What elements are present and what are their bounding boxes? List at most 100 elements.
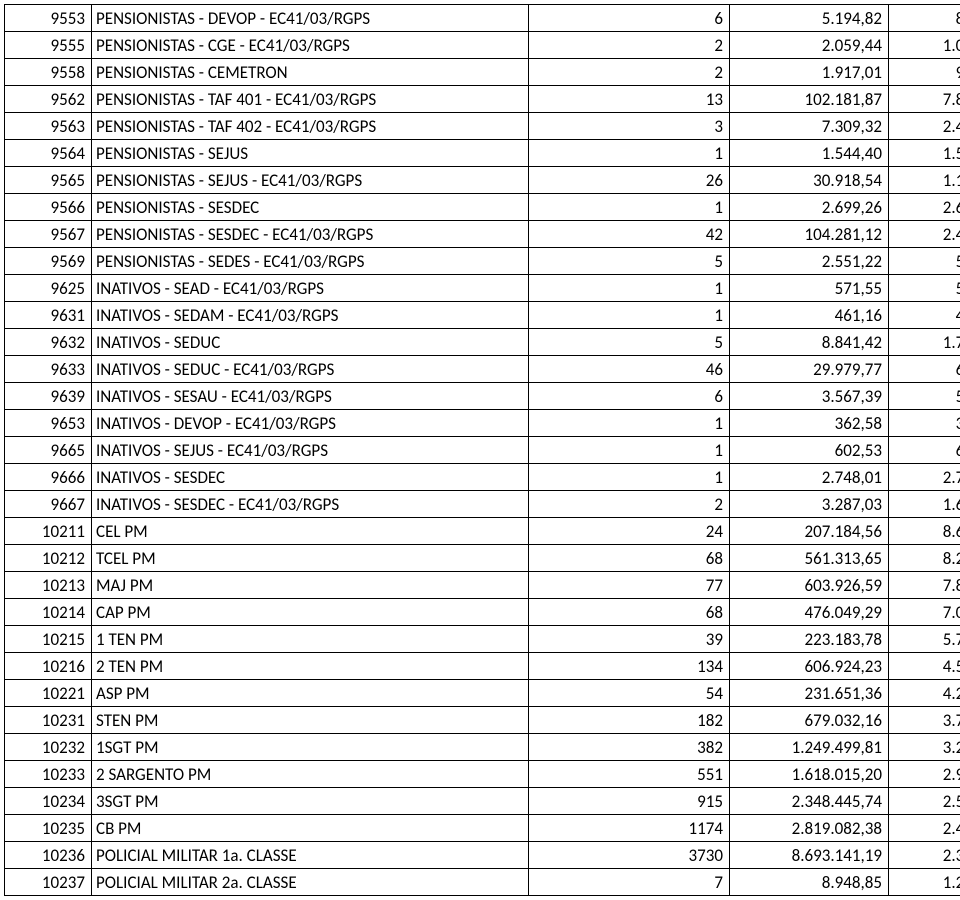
cell-quantity: 39 bbox=[529, 626, 730, 653]
cell-value-avg: 5.722,66 bbox=[889, 626, 960, 653]
cell-quantity: 26 bbox=[529, 167, 730, 194]
cell-quantity: 382 bbox=[529, 734, 730, 761]
cell-value-total: 2.748,01 bbox=[730, 464, 889, 491]
cell-value-avg: 2.936,51 bbox=[889, 761, 960, 788]
cell-value-total: 362,58 bbox=[730, 410, 889, 437]
cell-value-avg: 4.529,29 bbox=[889, 653, 960, 680]
cell-description: MAJ PM bbox=[92, 572, 529, 599]
cell-value-total: 8.841,42 bbox=[730, 329, 889, 356]
cell-code: 10234 bbox=[5, 788, 92, 815]
cell-value-total: 29.979,77 bbox=[730, 356, 889, 383]
cell-description: POLICIAL MILITAR 1a. CLASSE bbox=[92, 842, 529, 869]
cell-value-total: 1.917,01 bbox=[730, 59, 889, 86]
cell-code: 10211 bbox=[5, 518, 92, 545]
cell-value-total: 602,53 bbox=[730, 437, 889, 464]
cell-description: PENSIONISTAS - SEDES - EC41/03/RGPS bbox=[92, 248, 529, 275]
cell-value-total: 603.926,59 bbox=[730, 572, 889, 599]
table-row: 9639INATIVOS - SESAU - EC41/03/RGPS63.56… bbox=[5, 383, 960, 410]
cell-value-total: 7.309,32 bbox=[730, 113, 889, 140]
cell-value-total: 231.651,36 bbox=[730, 680, 889, 707]
table-row: 9667INATIVOS - SESDEC - EC41/03/RGPS23.2… bbox=[5, 491, 960, 518]
cell-code: 9633 bbox=[5, 356, 92, 383]
cell-value-total: 461,16 bbox=[730, 302, 889, 329]
cell-code: 9569 bbox=[5, 248, 92, 275]
cell-code: 10236 bbox=[5, 842, 92, 869]
cell-description: PENSIONISTAS - TAF 402 - EC41/03/RGPS bbox=[92, 113, 529, 140]
cell-quantity: 77 bbox=[529, 572, 730, 599]
table-row: 9653INATIVOS - DEVOP - EC41/03/RGPS1362,… bbox=[5, 410, 960, 437]
cell-value-avg: 4.289,84 bbox=[889, 680, 960, 707]
table-row: 9633INATIVOS - SEDUC - EC41/03/RGPS4629.… bbox=[5, 356, 960, 383]
cell-description: 2 SARGENTO PM bbox=[92, 761, 529, 788]
cell-value-avg: 362,58 bbox=[889, 410, 960, 437]
table-row: 9564PENSIONISTAS - SEJUS11.544,401.544,4… bbox=[5, 140, 960, 167]
cell-value-avg: 2.566,61 bbox=[889, 788, 960, 815]
cell-description: INATIVOS - SEAD - EC41/03/RGPS bbox=[92, 275, 529, 302]
table-row: 102343SGT PM9152.348.445,742.566,61 bbox=[5, 788, 960, 815]
cell-value-avg: 3.270,94 bbox=[889, 734, 960, 761]
cell-code: 10237 bbox=[5, 869, 92, 896]
cell-value-total: 8.948,85 bbox=[730, 869, 889, 896]
table-row: 9666INATIVOS - SESDEC12.748,012.748,01 bbox=[5, 464, 960, 491]
cell-description: PENSIONISTAS - CEMETRON bbox=[92, 59, 529, 86]
cell-code: 9563 bbox=[5, 113, 92, 140]
cell-value-avg: 2.401,26 bbox=[889, 815, 960, 842]
cell-code: 9562 bbox=[5, 86, 92, 113]
cell-description: PENSIONISTAS - CGE - EC41/03/RGPS bbox=[92, 32, 529, 59]
cell-value-avg: 865,80 bbox=[889, 5, 960, 32]
cell-value-avg: 510,24 bbox=[889, 248, 960, 275]
cell-code: 10233 bbox=[5, 761, 92, 788]
cell-description: PENSIONISTAS - SEJUS bbox=[92, 140, 529, 167]
table-row: 9558PENSIONISTAS - CEMETRON21.917,01958,… bbox=[5, 59, 960, 86]
table-row: 10221ASP PM54231.651,364.289,84 bbox=[5, 680, 960, 707]
cell-value-avg: 7.860,14 bbox=[889, 86, 960, 113]
table-row: 10237POLICIAL MILITAR 2a. CLASSE78.948,8… bbox=[5, 869, 960, 896]
cell-description: 1SGT PM bbox=[92, 734, 529, 761]
cell-value-total: 1.618.015,20 bbox=[730, 761, 889, 788]
cell-description: INATIVOS - SEDUC - EC41/03/RGPS bbox=[92, 356, 529, 383]
cell-quantity: 46 bbox=[529, 356, 730, 383]
table-row: 102332 SARGENTO PM5511.618.015,202.936,5… bbox=[5, 761, 960, 788]
cell-code: 9558 bbox=[5, 59, 92, 86]
table-row: 10212TCEL PM68561.313,658.254,61 bbox=[5, 545, 960, 572]
table-row: 102151 TEN PM39223.183,785.722,66 bbox=[5, 626, 960, 653]
cell-value-avg: 7.843,20 bbox=[889, 572, 960, 599]
cell-description: PENSIONISTAS - DEVOP - EC41/03/RGPS bbox=[92, 5, 529, 32]
cell-quantity: 1 bbox=[529, 140, 730, 167]
cell-code: 10231 bbox=[5, 707, 92, 734]
cell-code: 9564 bbox=[5, 140, 92, 167]
cell-code: 10214 bbox=[5, 599, 92, 626]
cell-quantity: 7 bbox=[529, 869, 730, 896]
cell-code: 9631 bbox=[5, 302, 92, 329]
cell-value-total: 571,55 bbox=[730, 275, 889, 302]
table-row: 9567PENSIONISTAS - SESDEC - EC41/03/RGPS… bbox=[5, 221, 960, 248]
cell-quantity: 42 bbox=[529, 221, 730, 248]
cell-description: PENSIONISTAS - TAF 401 - EC41/03/RGPS bbox=[92, 86, 529, 113]
cell-code: 10232 bbox=[5, 734, 92, 761]
cell-quantity: 1 bbox=[529, 275, 730, 302]
cell-code: 9567 bbox=[5, 221, 92, 248]
table-row: 9555PENSIONISTAS - CGE - EC41/03/RGPS22.… bbox=[5, 32, 960, 59]
cell-quantity: 1 bbox=[529, 464, 730, 491]
cell-description: CAP PM bbox=[92, 599, 529, 626]
cell-quantity: 68 bbox=[529, 545, 730, 572]
table-row: 9565PENSIONISTAS - SEJUS - EC41/03/RGPS2… bbox=[5, 167, 960, 194]
table-row: 9562PENSIONISTAS - TAF 401 - EC41/03/RGP… bbox=[5, 86, 960, 113]
cell-quantity: 1 bbox=[529, 302, 730, 329]
cell-value-avg: 651,73 bbox=[889, 356, 960, 383]
cell-value-total: 2.551,22 bbox=[730, 248, 889, 275]
cell-value-total: 207.184,56 bbox=[730, 518, 889, 545]
cell-code: 9632 bbox=[5, 329, 92, 356]
cell-quantity: 2 bbox=[529, 32, 730, 59]
cell-quantity: 13 bbox=[529, 86, 730, 113]
cell-value-avg: 602,53 bbox=[889, 437, 960, 464]
cell-value-total: 1.249.499,81 bbox=[730, 734, 889, 761]
cell-quantity: 5 bbox=[529, 248, 730, 275]
cell-value-avg: 2.748,01 bbox=[889, 464, 960, 491]
cell-description: PENSIONISTAS - SESDEC bbox=[92, 194, 529, 221]
cell-value-total: 5.194,82 bbox=[730, 5, 889, 32]
cell-description: ASP PM bbox=[92, 680, 529, 707]
table-row: 9632INATIVOS - SEDUC58.841,421.768,28 bbox=[5, 329, 960, 356]
cell-value-avg: 1.768,28 bbox=[889, 329, 960, 356]
cell-code: 10235 bbox=[5, 815, 92, 842]
